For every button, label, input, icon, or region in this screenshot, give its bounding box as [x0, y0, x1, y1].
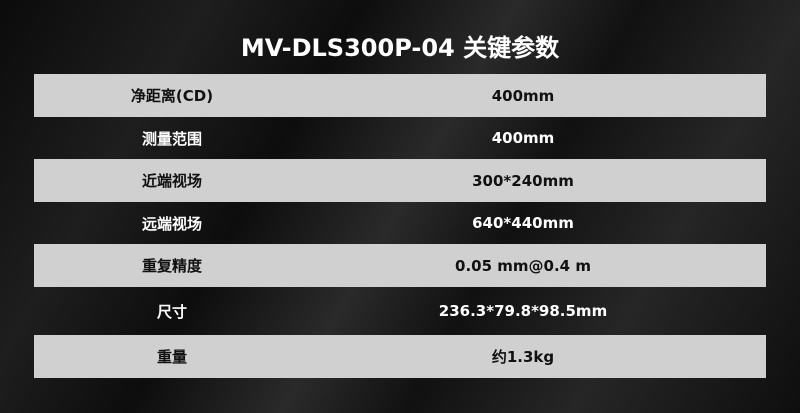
spec-value: 640*440mm	[472, 214, 574, 232]
table-row: 尺寸 236.3*79.8*98.5mm	[34, 287, 766, 335]
spec-label: 重量	[156, 348, 187, 366]
spec-label: 远端视场	[141, 214, 202, 233]
spec-value: 0.05 mm@0.4 m	[455, 256, 591, 275]
spec-label: 测量范围	[141, 129, 202, 148]
page-title: MV-DLS300P-04 关键参数	[240, 34, 560, 62]
table-row: 重复精度 0.05 mm@0.4 m	[34, 244, 766, 287]
spec-label: 近端视场	[141, 172, 202, 190]
spec-value: 236.3*79.8*98.5mm	[438, 302, 608, 320]
spec-value: 400mm	[491, 86, 555, 105]
table-row: 测量范围 400mm	[34, 117, 766, 159]
spec-label: 尺寸	[156, 302, 187, 321]
spec-label: 净距离(CD)	[130, 87, 214, 105]
table-row: 远端视场 640*440mm	[34, 202, 766, 244]
spec-label: 重复精度	[141, 257, 202, 275]
table-row: 净距离(CD) 400mm	[34, 74, 766, 117]
spec-value: 400mm	[491, 129, 555, 147]
table-row: 重量 约1.3kg	[34, 335, 766, 378]
spec-value: 300*240mm	[472, 171, 574, 190]
spec-table: 净距离(CD) 400mm 测量范围 400mm 近端视场 300*240mm 远端视…	[34, 74, 766, 378]
spec-value: 约1.3kg	[491, 348, 555, 366]
table-row: 近端视场 300*240mm	[34, 159, 766, 202]
